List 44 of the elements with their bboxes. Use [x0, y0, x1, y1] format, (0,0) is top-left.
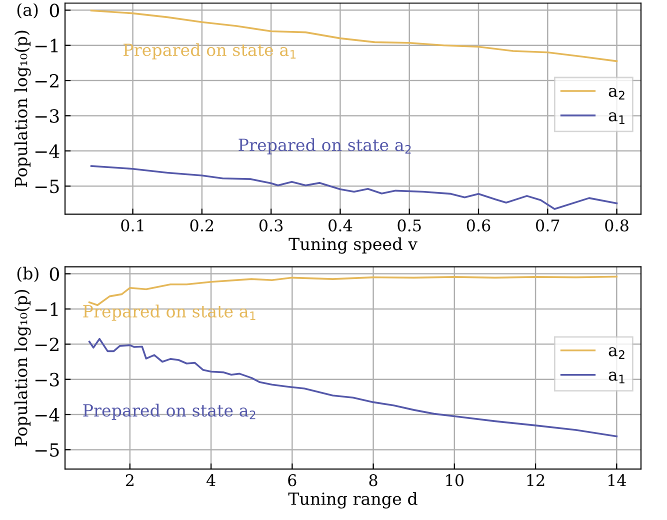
x-axis-title: Tuning speed v	[288, 237, 418, 254]
x-axis-title: Tuning range d	[288, 492, 418, 509]
y-axis-title: Population log₁₀(p)	[14, 290, 31, 446]
line-series	[88, 276, 618, 306]
x-tick-label: 0.5	[398, 219, 421, 232]
x-tick-label: 0.3	[259, 219, 283, 232]
y-tick-label: −3	[35, 372, 59, 386]
y-tick-label: −5	[35, 443, 59, 457]
line-series	[90, 165, 618, 210]
x-tick-label: 0.1	[121, 219, 144, 232]
y-tick-label: −4	[35, 144, 60, 158]
annotation: Prepared on state a$_{2}$	[238, 138, 411, 154]
annotation: Prepared on state a$_{1}$	[124, 43, 296, 60]
y-tick-label: −4	[35, 408, 60, 422]
x-tick-label: 0.8	[605, 219, 628, 232]
x-tick-label: 8	[369, 474, 378, 486]
legend-label: a$_{2}$	[608, 347, 624, 359]
x-tick-label: 6	[288, 474, 296, 486]
legend-label: a$_{2}$	[608, 88, 624, 100]
y-tick-label: 0	[50, 267, 59, 281]
y-tick-label: −3	[35, 109, 59, 123]
y-tick-label: −1	[35, 302, 58, 316]
chart-title: (a)	[17, 3, 38, 18]
line-series	[90, 10, 618, 62]
x-tick-label: 0.7	[536, 219, 560, 232]
legend-label: a$_{1}$	[608, 372, 624, 384]
y-tick-label: −1	[35, 38, 58, 52]
y-tick-label: −2	[35, 74, 58, 88]
y-axis-title: Population log₁₀(p)	[14, 30, 31, 187]
annotation: Prepared on state a$_{1}$	[83, 304, 256, 321]
x-tick-label: 10	[446, 474, 464, 486]
y-tick-label: −5	[35, 180, 59, 194]
y-tick-label: 0	[50, 4, 59, 18]
x-tick-label: 4	[206, 474, 216, 486]
x-tick-label: 0.2	[190, 219, 214, 232]
chart-title: (b)	[17, 266, 38, 282]
x-tick-label: 0.4	[328, 219, 352, 232]
y-tick-label: −2	[35, 338, 58, 352]
annotation: Prepared on state a$_{2}$	[83, 404, 256, 420]
x-tick-label: 14	[608, 474, 626, 486]
x-tick-label: 12	[527, 474, 544, 486]
x-tick-label: 2	[126, 474, 134, 486]
legend-label: a$_{1}$	[608, 112, 624, 124]
x-tick-label: 0.6	[466, 219, 490, 232]
